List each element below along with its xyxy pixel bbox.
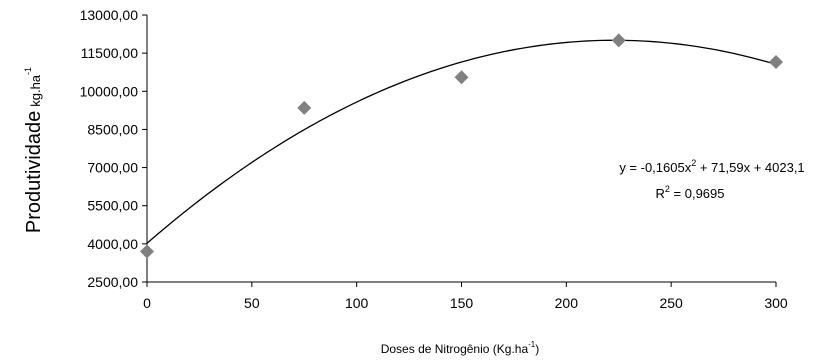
y-tick-label: 5500,00 (87, 198, 138, 214)
data-point (611, 33, 626, 48)
r2-lhs: R (656, 186, 665, 201)
y-tick-label: 10000,00 (80, 83, 139, 99)
x-tick-label: 0 (143, 295, 151, 311)
x-axis-title: Doses de Nitrogênio (Kg.ha-1) (381, 340, 540, 356)
x-axis-title-sup: -1 (528, 340, 536, 349)
r2-rhs: = 0,9695 (670, 186, 725, 201)
trendline-equation: y = -0,1605x2 + 71,59x + 4023,1 (619, 158, 804, 175)
y-axis-title-main: Produtividade (23, 111, 45, 233)
y-axis-title-sup: -1 (23, 67, 33, 75)
equation-rhs: + 71,59x + 4023,1 (696, 160, 804, 175)
x-axis-title-close: ) (535, 342, 539, 356)
x-tick-label: 300 (764, 295, 788, 311)
x-tick-label: 250 (659, 295, 683, 311)
equation-sup: 2 (691, 158, 696, 168)
y-tick-label: 7000,00 (87, 160, 138, 176)
data-point (769, 55, 783, 70)
data-points (140, 33, 783, 259)
data-point (297, 100, 312, 115)
y-tick-label: 2500,00 (87, 274, 138, 290)
x-axis-ticks: 0 50 100 150 200 250 300 (143, 282, 788, 311)
r2-sup: 2 (665, 184, 670, 194)
y-tick-label: 8500,00 (87, 121, 138, 137)
data-point (140, 244, 154, 259)
data-point (454, 70, 469, 85)
y-axis-title: Produtividade kg.ha-1 (23, 67, 45, 233)
y-tick-label: 13000,00 (80, 7, 139, 23)
y-axis-title-unit: kg.ha (28, 74, 43, 107)
y-tick-label: 11500,00 (81, 45, 139, 61)
y-axis-ticks: 2500,00 4000,00 5500,00 7000,00 8500,00 10000… (80, 7, 147, 290)
x-tick-label: 100 (345, 295, 369, 311)
x-tick-label: 150 (450, 295, 474, 311)
trendline (146, 39, 777, 244)
x-tick-label: 50 (244, 295, 260, 311)
equation-lhs: y = -0,1605x (619, 160, 691, 175)
x-tick-label: 200 (555, 295, 579, 311)
r-squared: R2 = 0,9695 (656, 184, 725, 201)
y-tick-label: 4000,00 (87, 236, 138, 252)
x-axis-title-main: Doses de Nitrogênio (Kg.ha (381, 342, 529, 356)
